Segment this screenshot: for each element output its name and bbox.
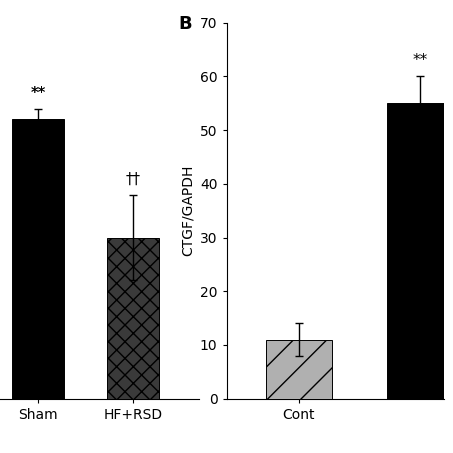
Text: **: ** xyxy=(30,86,46,101)
Text: **: ** xyxy=(30,86,46,101)
Bar xyxy=(266,340,332,399)
Text: **: ** xyxy=(412,53,427,68)
Y-axis label: CTGF/GAPDH: CTGF/GAPDH xyxy=(180,165,194,256)
Bar xyxy=(12,119,64,399)
Bar xyxy=(386,103,453,399)
Text: ††: †† xyxy=(125,172,140,187)
Bar xyxy=(107,237,159,399)
Text: B: B xyxy=(178,15,192,33)
